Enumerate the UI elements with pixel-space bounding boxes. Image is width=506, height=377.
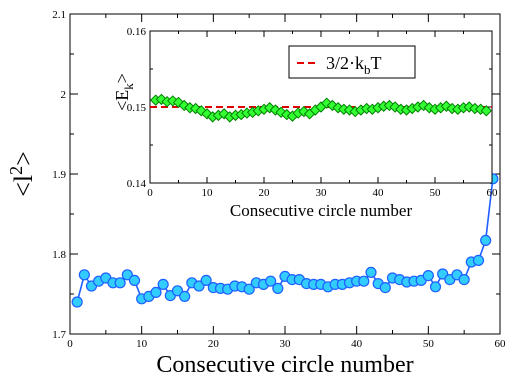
main-data-point [200, 274, 212, 286]
inset-xtick-label: 40 [373, 187, 385, 199]
main-data-point [71, 296, 83, 308]
main-data-point [171, 285, 184, 297]
main-xtick-label: 20 [208, 338, 220, 350]
main-y-axis-label: <l2> [6, 151, 38, 197]
main-x-axis-label: Consecutive circle number [156, 352, 413, 377]
legend-label: 3/2·kbT [326, 53, 382, 77]
main-data-point [458, 274, 470, 286]
main-ytick-label: 2 [61, 89, 67, 101]
inset-y-axis-label-sub: k [121, 83, 136, 90]
main-xtick-label: 0 [67, 338, 73, 350]
inset-ytick-label: 0.16 [127, 26, 147, 38]
main-xtick-label: 10 [136, 338, 148, 350]
main-data-point [179, 290, 191, 302]
main-ytick-label: 2.1 [52, 9, 66, 21]
legend-label-base: 3/2·k [326, 53, 364, 73]
inset-x-axis-label: Consecutive circle number [230, 201, 413, 220]
main-ytick-label: 1.9 [52, 169, 66, 181]
main-data-point [121, 269, 133, 281]
main-data-point [114, 277, 126, 289]
inset-xtick-label: 60 [487, 187, 499, 199]
main-data-point [379, 282, 391, 294]
inset-xtick-label: 0 [147, 187, 153, 199]
main-y-axis-label-base: <l [9, 175, 38, 197]
inset-xtick-label: 50 [430, 187, 442, 199]
main-data-point [193, 280, 205, 292]
inset-plot: 0 10 20 30 40 50 60 0.14 0.15 0.16 Consecutive ci… [112, 26, 498, 220]
inset-y-axis-label: <Ek> [112, 73, 136, 111]
inset-xtick-label: 30 [316, 187, 328, 199]
inset-data-point [480, 105, 493, 117]
inset-y-axis-label-end: > [112, 73, 132, 83]
main-data-point [422, 270, 434, 282]
main-plot: 0 10 20 30 40 50 601.71.81.922.1 Consecutive c… [6, 9, 506, 377]
main-data-point [78, 269, 90, 281]
main-data-point [265, 275, 277, 287]
inset-legend: 3/2·kbT [288, 45, 416, 79]
main-y-axis-label-sup: 2 [6, 166, 26, 175]
main-data-point [472, 254, 485, 266]
main-data-point [429, 281, 442, 293]
inset-y-axis-label-base: <E [112, 90, 132, 111]
legend-box [288, 45, 416, 79]
main-series [71, 173, 499, 308]
legend-label-sub: b [364, 62, 371, 77]
main-data-point [157, 278, 169, 290]
main-data-point [437, 268, 449, 280]
main-xtick-label: 30 [280, 338, 292, 350]
main-ytick-label: 1.7 [52, 329, 66, 341]
main-data-point [365, 266, 377, 278]
main-data-point [358, 275, 370, 287]
inset-ytick-label: 0.15 [127, 102, 147, 114]
main-y-axis-label-end: > [9, 151, 38, 166]
main-xtick-label: 50 [423, 338, 435, 350]
main-ytick-label: 1.8 [52, 249, 66, 261]
inset-axis-ticks: 0 10 20 30 40 50 60 0.14 0.15 0.16 [127, 26, 498, 199]
main-xtick-label: 60 [495, 338, 506, 350]
inset-xtick-label: 10 [202, 187, 214, 199]
inset-series [149, 93, 493, 123]
inset-xtick-label: 20 [259, 187, 271, 199]
main-axis-ticks: 0 10 20 30 40 50 60 1.7 1.8 1.9 2 2.1 [52, 9, 506, 350]
main-data-point [243, 283, 255, 295]
inset-ytick-label: 0.14 [127, 178, 147, 190]
main-data-point [150, 286, 162, 298]
main-xtick-label: 40 [351, 338, 363, 350]
main-data-point [480, 234, 492, 246]
legend-label-end: T [371, 53, 382, 73]
main-data-point [128, 274, 141, 286]
main-data-point [272, 282, 284, 294]
